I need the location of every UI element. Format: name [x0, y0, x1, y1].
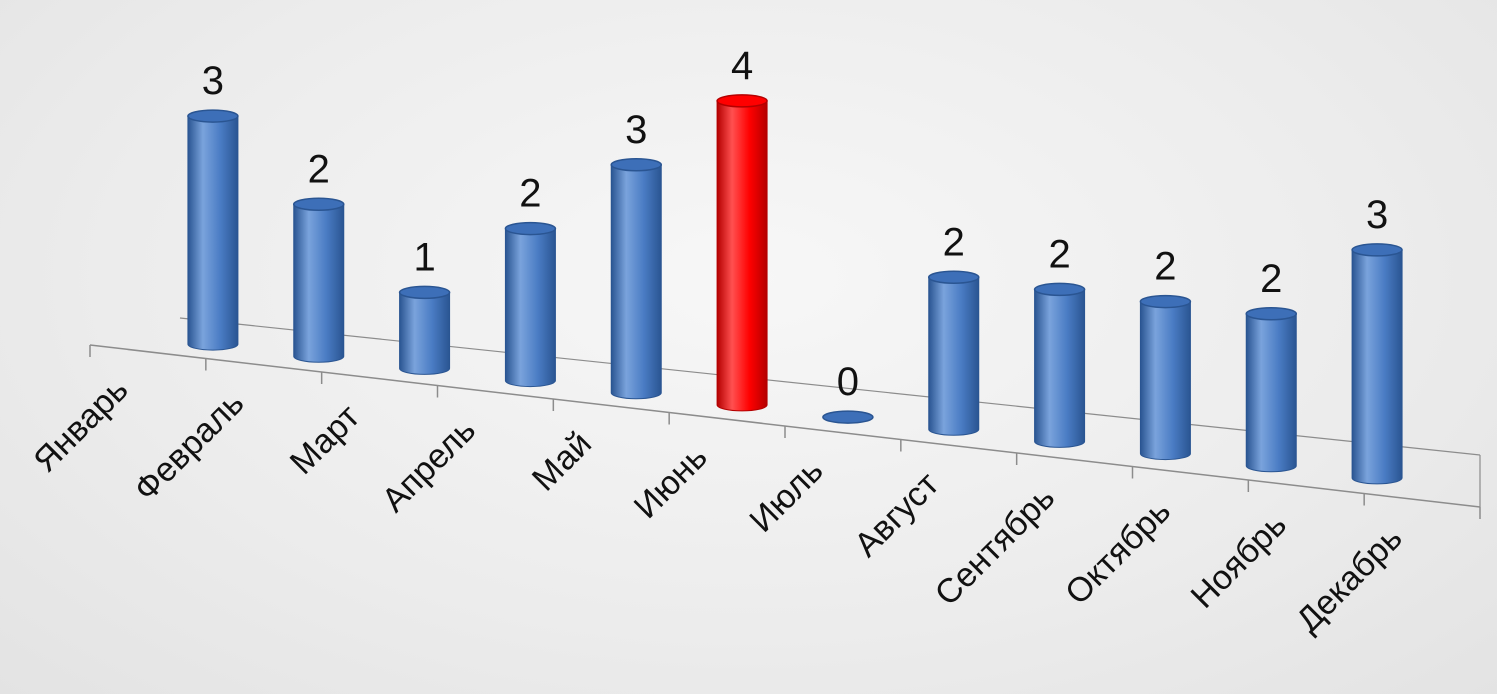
- bar-6: [716, 94, 768, 412]
- bar-top: [1033, 282, 1086, 297]
- bar-10: [1139, 294, 1192, 461]
- data-label-10: 2: [1154, 245, 1176, 289]
- data-label-2: 2: [308, 147, 330, 191]
- bar-2: [293, 197, 345, 363]
- bar-body: [504, 228, 556, 388]
- bar-body: [293, 203, 345, 363]
- bar-body: [610, 164, 662, 400]
- bar-top: [1351, 243, 1403, 257]
- bar-3: [398, 285, 451, 375]
- data-label-12: 3: [1366, 193, 1388, 237]
- data-label-1: 3: [202, 59, 224, 103]
- bar-1: [187, 109, 239, 351]
- x-tick-label-12: Декабрь: [1289, 519, 1410, 640]
- bar-top: [504, 221, 557, 236]
- x-tick-label-3: Март: [283, 398, 367, 482]
- bar-top: [610, 158, 662, 172]
- x-tick-label-5: Май: [525, 425, 599, 499]
- bar-top: [1245, 307, 1297, 321]
- data-label-7: 0: [837, 360, 859, 404]
- bar-11: [1245, 307, 1297, 473]
- bar-9: [1033, 282, 1086, 448]
- x-tick-label-10: Октябрь: [1058, 492, 1178, 612]
- x-tick-label-7: Июль: [742, 452, 830, 540]
- bar-top: [822, 410, 874, 424]
- bar-body: [1139, 301, 1191, 461]
- x-tick-label-2: Февраль: [127, 384, 252, 509]
- x-tick-label-4: Апрель: [375, 411, 483, 519]
- bars-layer: [187, 94, 1403, 485]
- bar-5: [610, 158, 662, 400]
- data-label-3: 1: [413, 235, 435, 279]
- bar-top: [716, 94, 768, 108]
- data-label-5: 3: [625, 108, 647, 152]
- bar-body: [1351, 249, 1403, 485]
- bar-body: [928, 276, 980, 436]
- data-label-8: 2: [943, 220, 965, 264]
- bar-body: [1034, 288, 1086, 448]
- x-tick-label-1: Январь: [26, 371, 135, 480]
- bar-8: [928, 270, 980, 436]
- data-label-4: 2: [519, 172, 541, 216]
- bar-top: [187, 109, 239, 123]
- bar-body: [716, 100, 768, 412]
- bar-body: [187, 115, 239, 351]
- x-tick-label-9: Сентябрь: [928, 479, 1063, 614]
- bar-body: [1245, 313, 1297, 473]
- bar-4: [504, 221, 557, 388]
- bar-top: [1139, 294, 1192, 309]
- data-label-6: 4: [731, 44, 753, 88]
- data-label-9: 2: [1048, 232, 1070, 276]
- data-label-11: 2: [1260, 257, 1282, 301]
- x-tick-label-8: Август: [847, 465, 946, 564]
- bar-top: [293, 197, 345, 211]
- bar-7: [822, 410, 874, 424]
- bar-top: [928, 270, 980, 284]
- x-tick-label-11: Ноябрь: [1184, 506, 1294, 616]
- bar-top: [398, 285, 451, 300]
- value-labels-layer: 3 2 1 2 3 4 0 2 2 2 2 3: [202, 44, 1388, 404]
- x-tick-label-6: Июнь: [627, 438, 715, 526]
- bar-body: [399, 291, 451, 375]
- bar-12: [1351, 243, 1403, 485]
